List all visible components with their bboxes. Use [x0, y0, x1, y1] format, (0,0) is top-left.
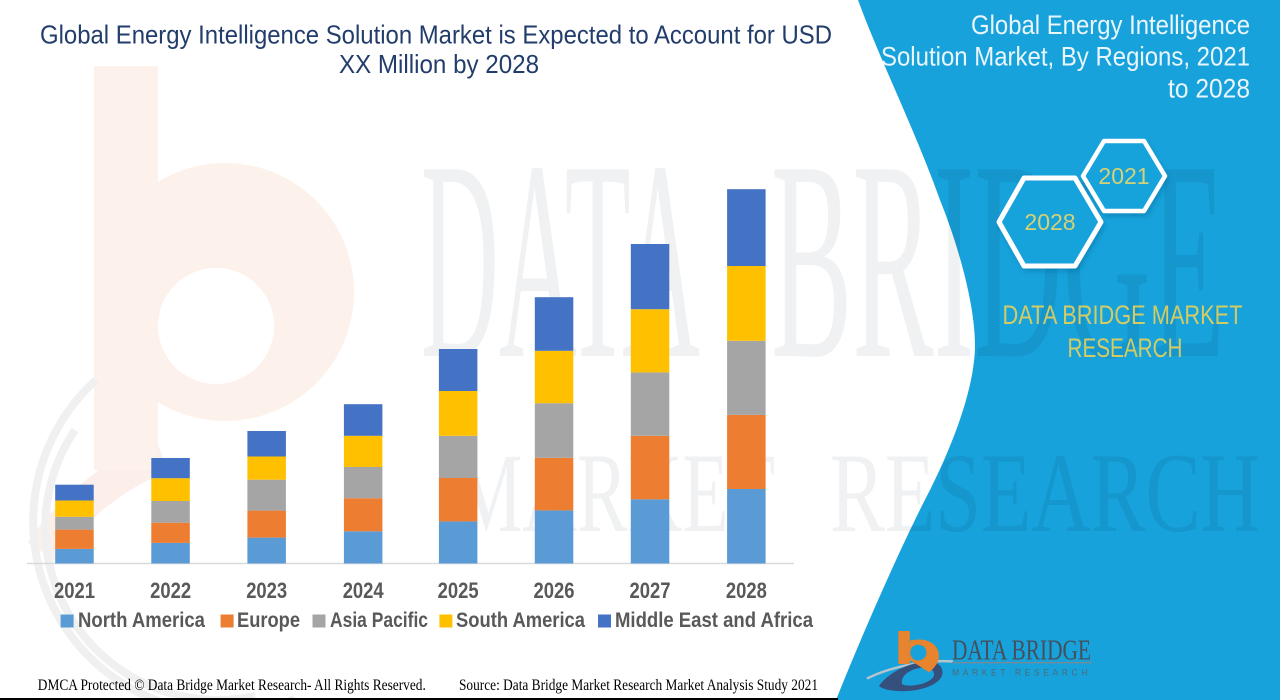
svg-text:2021: 2021: [1098, 163, 1149, 189]
svg-text:2028: 2028: [726, 578, 767, 603]
svg-text:2028: 2028: [1024, 209, 1075, 235]
svg-text:DATA BRIDGE: DATA BRIDGE: [952, 635, 1091, 667]
svg-text:RESEARCH: RESEARCH: [1068, 333, 1183, 363]
svg-text:to 2028: to 2028: [1168, 74, 1250, 104]
svg-text:Source: Data Bridge Market Res: Source: Data Bridge Market Research Mark…: [459, 677, 818, 694]
svg-text:2024: 2024: [343, 578, 385, 603]
svg-text:2027: 2027: [630, 578, 671, 603]
svg-text:DATA BRIDGE MARKET: DATA BRIDGE MARKET: [1003, 300, 1243, 330]
svg-text:Asia Pacific: Asia Pacific: [330, 609, 428, 632]
svg-text:MARKET RESEARCH: MARKET RESEARCH: [952, 668, 1091, 679]
svg-text:XX Million by 2028: XX Million by 2028: [339, 49, 539, 79]
svg-text:Solution Market, By Regions, 2: Solution Market, By Regions, 2021: [881, 42, 1250, 72]
svg-text:2026: 2026: [534, 578, 575, 603]
svg-text:2022: 2022: [150, 578, 191, 603]
svg-text:2025: 2025: [438, 578, 479, 603]
svg-text:North America: North America: [78, 609, 205, 632]
svg-text:South America: South America: [456, 609, 585, 632]
svg-text:2021: 2021: [54, 578, 95, 603]
svg-text:DMCA Protected © Data Bridge M: DMCA Protected © Data Bridge Market Rese…: [38, 677, 426, 694]
svg-text:MARKET: MARKET: [455, 431, 775, 556]
svg-text:Global Energy Intelligence: Global Energy Intelligence: [971, 10, 1250, 40]
svg-text:Europe: Europe: [237, 609, 300, 632]
svg-text:Global Energy Intelligence Sol: Global Energy Intelligence Solution Mark…: [40, 20, 832, 50]
svg-text:Middle East and Africa: Middle East and Africa: [615, 609, 813, 632]
svg-text:2023: 2023: [246, 578, 287, 603]
